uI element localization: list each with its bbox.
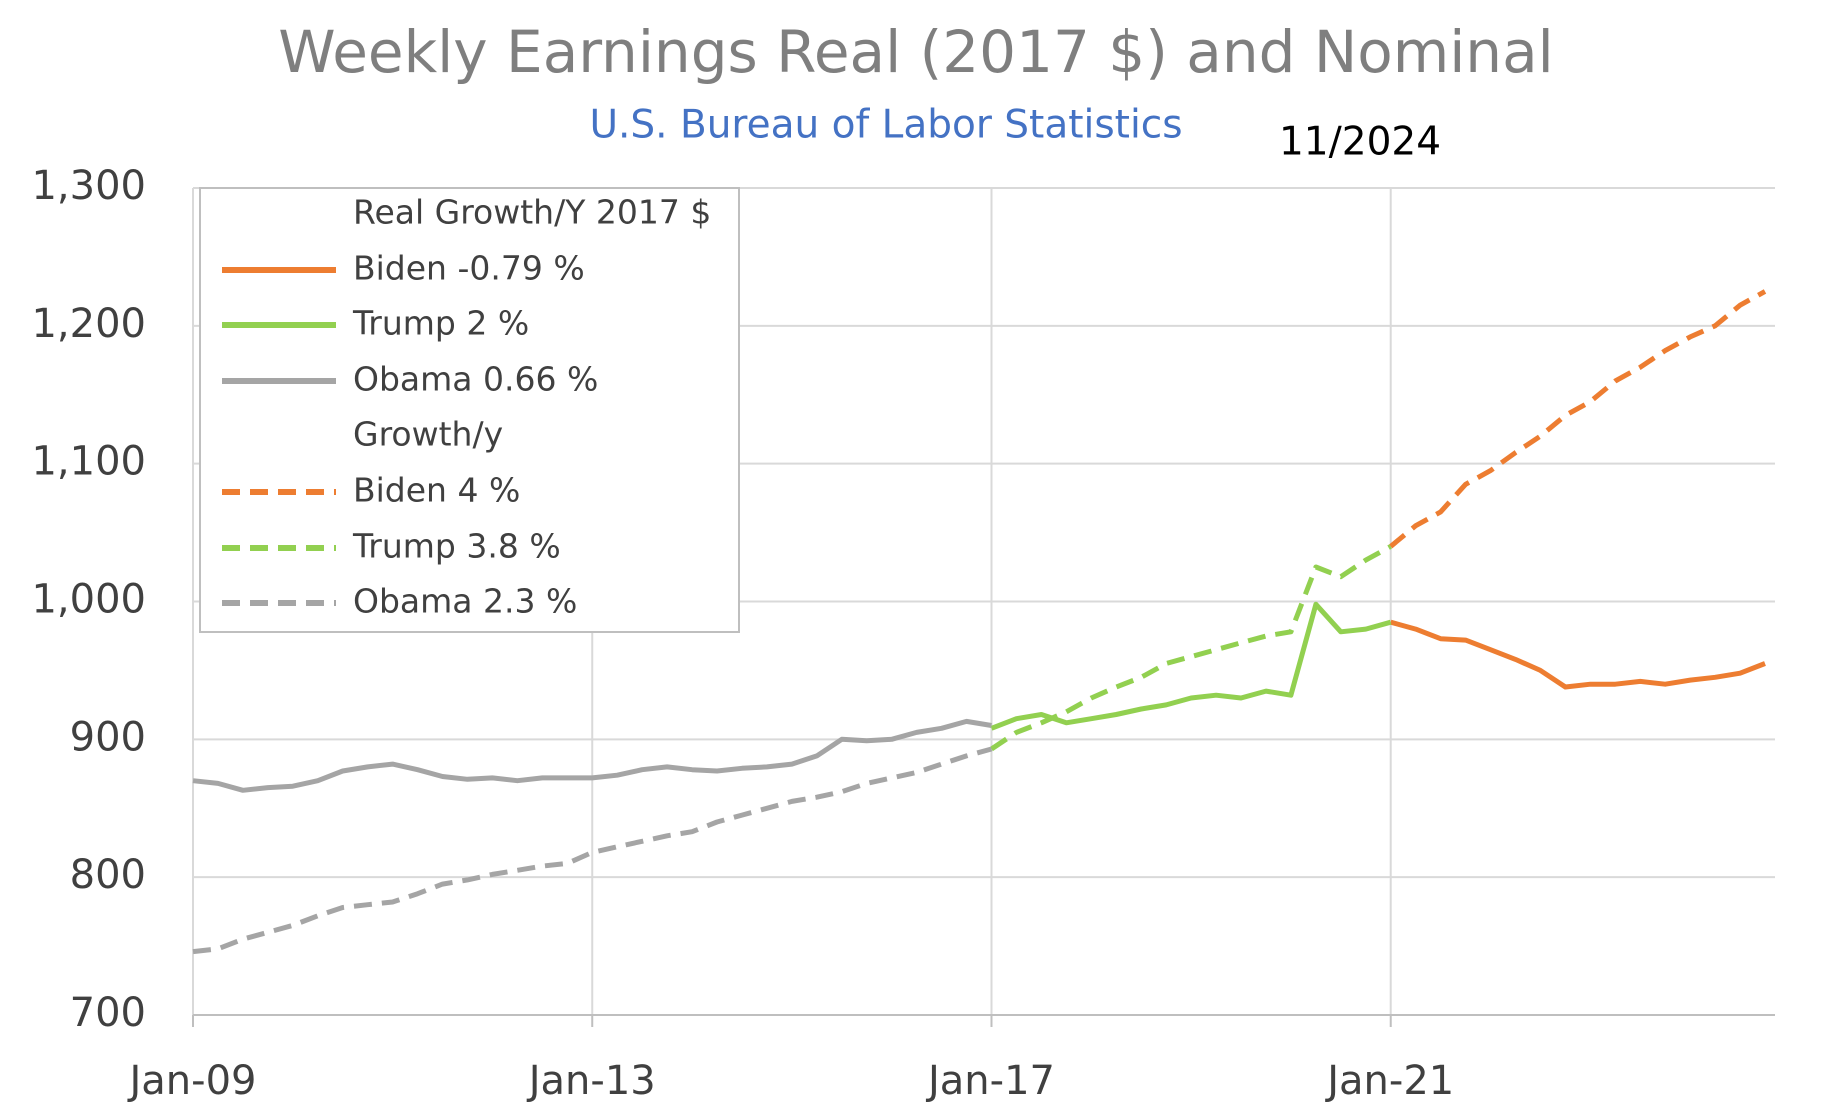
dashed-line — [192, 746, 993, 955]
x-tick-label: Jan-17 — [925, 1058, 1055, 1104]
y-tick-label: 700 — [70, 990, 146, 1036]
legend-label: Obama 2.3 % — [353, 582, 577, 621]
chart-subtitle: U.S. Bureau of Labor Statistics — [589, 103, 1182, 148]
legend-label: Trump 2 % — [352, 304, 529, 343]
y-tick-label: 900 — [70, 714, 146, 760]
line — [990, 601, 1392, 731]
y-tick-label: 1,100 — [31, 439, 146, 485]
chart-title: Weekly Earnings Real (2017 $) and Nomina… — [278, 18, 1553, 86]
line — [1390, 619, 1766, 690]
legend-label: Obama 0.66 % — [353, 360, 598, 399]
y-tick-label: 1,200 — [31, 301, 146, 347]
y-tick-label: 1,000 — [31, 577, 146, 623]
legend-label: Biden -0.79 % — [353, 249, 585, 288]
x-tick-label: Jan-09 — [127, 1058, 257, 1104]
x-tick-label: Jan-21 — [1324, 1058, 1454, 1104]
legend-box — [199, 187, 740, 633]
line — [192, 718, 992, 793]
legend-title: Growth/y — [353, 415, 503, 454]
dashed-line — [990, 544, 1392, 752]
x-tick-label: Jan-13 — [526, 1058, 656, 1104]
legend-title: Real Growth/Y 2017 $ — [353, 193, 711, 232]
dashed-line — [1389, 289, 1767, 549]
y-tick-label: 800 — [70, 852, 146, 898]
legend-label: Trump 3.8 % — [352, 527, 561, 566]
legend-label: Biden 4 % — [353, 471, 520, 510]
y-tick-label: 1,300 — [31, 163, 146, 209]
annotation: 11/2024 — [1279, 120, 1441, 165]
